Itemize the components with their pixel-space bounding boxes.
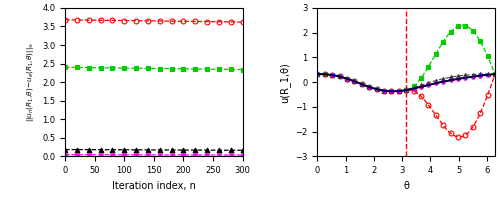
Y-axis label: u(R_1,θ): u(R_1,θ) — [279, 62, 289, 103]
Y-axis label: $||u_n(R_1,\!\theta)\!-\!u_e(R_1,\!\theta)||_\infty$: $||u_n(R_1,\!\theta)\!-\!u_e(R_1,\!\thet… — [26, 42, 36, 122]
X-axis label: Iteration index, n: Iteration index, n — [112, 181, 196, 191]
X-axis label: θ: θ — [403, 181, 409, 191]
